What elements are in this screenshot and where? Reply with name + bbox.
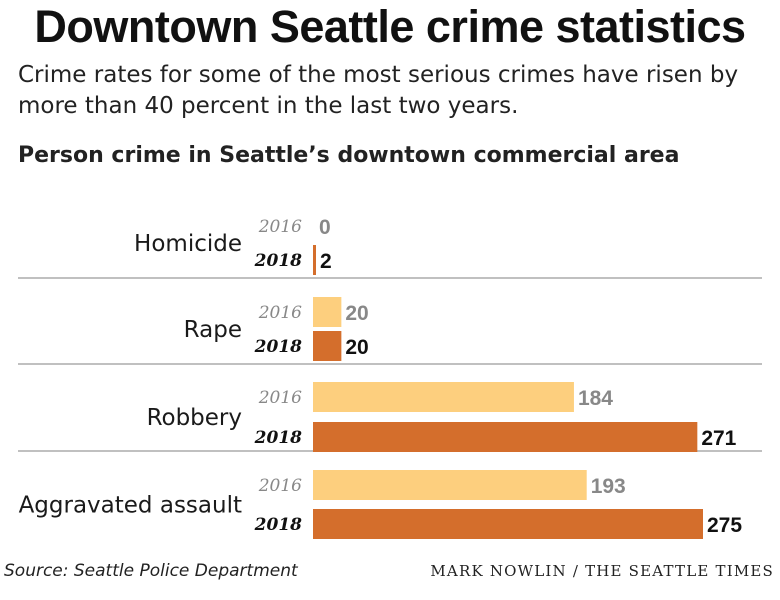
data-label: 20 bbox=[345, 302, 368, 325]
category-label: Rape bbox=[184, 317, 242, 343]
bar-2016 bbox=[313, 382, 574, 412]
data-label: 193 bbox=[591, 475, 626, 498]
category-label: Robbery bbox=[147, 405, 242, 431]
series-year-label: 2016 bbox=[258, 476, 302, 496]
data-label: 0 bbox=[319, 216, 331, 239]
series-year-label: 2018 bbox=[254, 515, 302, 535]
data-label: 2 bbox=[320, 250, 332, 273]
series-year-label: 2018 bbox=[254, 337, 302, 357]
series-year-label: 2016 bbox=[258, 217, 302, 237]
bar-2018 bbox=[313, 422, 698, 452]
data-label: 20 bbox=[345, 336, 368, 359]
bar-2018 bbox=[313, 509, 703, 539]
source-note: Source: Seattle Police Department bbox=[4, 561, 298, 581]
bar-2018 bbox=[313, 245, 316, 275]
section-title: Person crime in Seattle’s downtown comme… bbox=[18, 143, 680, 168]
category-label: Homicide bbox=[134, 231, 242, 257]
bar-2018 bbox=[313, 331, 342, 361]
chart-subtitle: Crime rates for some of the most serious… bbox=[18, 62, 739, 119]
category-label: Aggravated assault bbox=[19, 493, 242, 519]
data-label: 271 bbox=[701, 427, 736, 450]
bar-2016 bbox=[313, 297, 342, 327]
chart-title: Downtown Seattle crime statistics bbox=[34, 1, 746, 52]
bar-2016 bbox=[313, 470, 587, 500]
series-year-label: 2016 bbox=[258, 388, 302, 408]
series-year-label: 2018 bbox=[254, 251, 302, 271]
data-label: 184 bbox=[578, 387, 613, 410]
series-year-label: 2018 bbox=[254, 428, 302, 448]
series-year-label: 2016 bbox=[258, 303, 302, 323]
data-label: 275 bbox=[707, 514, 742, 537]
credit-line: MARK NOWLIN / THE SEATTLE TIMES bbox=[430, 562, 774, 580]
